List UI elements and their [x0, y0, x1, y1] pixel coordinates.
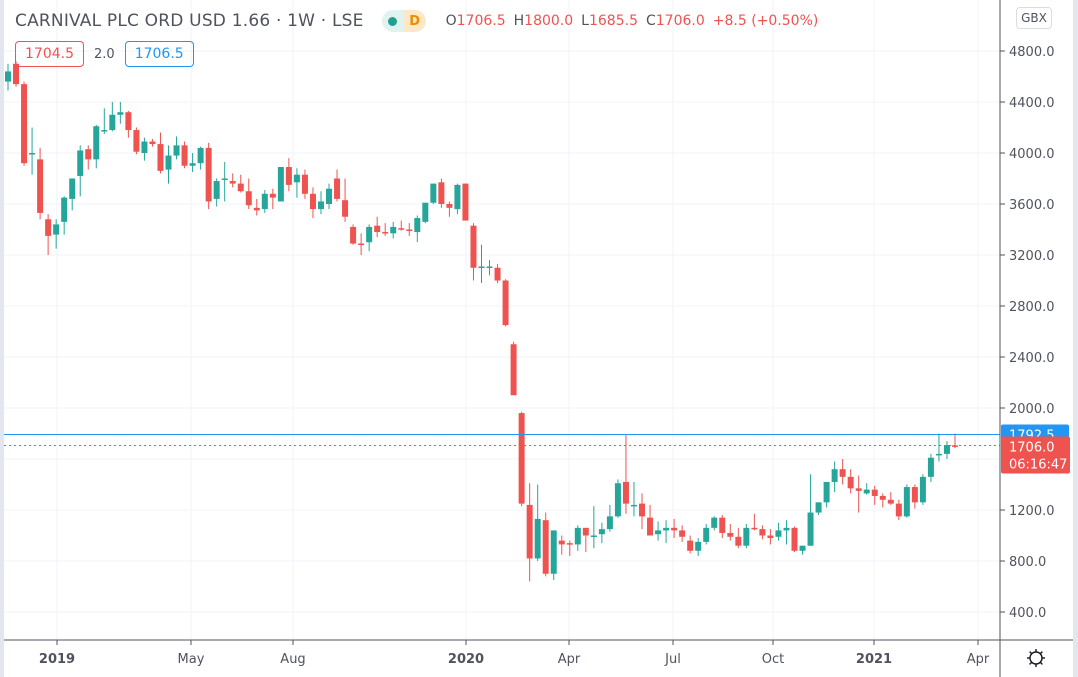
candles: [5, 61, 958, 582]
price-tick-label: 1200.0: [1009, 504, 1055, 519]
symbol-legend: CARNIVAL PLC ORD USD 1.66 · 1W · LSE D O…: [15, 8, 818, 34]
price-tick-label: 4000.0: [1009, 147, 1055, 162]
price-tick-label: 4800.0: [1009, 45, 1055, 60]
price-tick-label: 400.0: [1009, 606, 1046, 621]
close-label: C: [645, 13, 656, 29]
time-axis[interactable]: 2019 May Aug 2020 Apr Jul Oct 2021 Apr: [39, 640, 990, 667]
ohlc-values: O1706.5 H1800.0 L1685.5 C1706.0 +8.5 (+0…: [446, 13, 819, 29]
bid-ask-quotes: 1704.5 2.0 1706.5: [15, 41, 194, 67]
low-label: L: [581, 13, 589, 29]
price-tick-label: 3600.0: [1009, 198, 1055, 213]
price-tick-label: 2400.0: [1009, 351, 1055, 366]
time-tick-label: Jul: [664, 652, 681, 667]
sell-bid-button[interactable]: 1704.5: [15, 41, 84, 67]
price-tick-label: 3200.0: [1009, 249, 1055, 264]
settings-button[interactable]: [1024, 646, 1048, 670]
price-tick-label: 2000.0: [1009, 402, 1055, 417]
market-open-dot-icon: [388, 16, 398, 26]
time-tick-label: May: [178, 652, 205, 667]
price-axis[interactable]: 4800.0 4400.0 4000.0 3600.0 3200.0 2800.0 2400…: [1000, 45, 1055, 621]
last-price-badge: 1706.0: [1009, 440, 1055, 455]
price-lines: [4, 433, 1000, 446]
bar-countdown: 06:16:47: [1009, 457, 1067, 472]
price-tick-label: 800.0: [1009, 555, 1046, 570]
market-status[interactable]: [381, 10, 404, 32]
high-value: 1800.0: [524, 13, 574, 29]
status-pill[interactable]: D: [381, 10, 426, 32]
price-tick-label: 2800.0: [1009, 300, 1055, 315]
open-value: 1706.5: [456, 13, 506, 29]
buy-ask-button[interactable]: 1706.5: [124, 41, 194, 67]
change-value: +8.5 (+0.50%): [712, 13, 819, 29]
time-tick-label: 2019: [39, 652, 75, 667]
symbol-title[interactable]: CARNIVAL PLC ORD USD 1.66 · 1W · LSE: [15, 11, 364, 31]
time-tick-label: 2021: [856, 652, 892, 667]
right-border: [1073, 0, 1078, 677]
time-tick-label: Aug: [280, 652, 305, 667]
spread-value: 2.0: [94, 46, 115, 62]
price-tick-label: 4400.0: [1009, 96, 1055, 111]
left-border: [0, 0, 4, 677]
time-tick-label: Oct: [762, 652, 784, 667]
time-tick-label: Apr: [967, 652, 990, 667]
grid-lines: [4, 0, 1000, 640]
close-value: 1706.0: [655, 13, 705, 29]
open-label: O: [445, 13, 457, 29]
time-tick-label: Apr: [558, 652, 581, 667]
low-value: 1685.5: [588, 13, 638, 29]
time-tick-label: 2020: [448, 652, 484, 667]
data-mode-badge[interactable]: D: [403, 10, 426, 32]
gear-icon: [1027, 649, 1045, 667]
currency-button[interactable]: GBX: [1016, 7, 1052, 29]
high-label: H: [513, 13, 525, 29]
